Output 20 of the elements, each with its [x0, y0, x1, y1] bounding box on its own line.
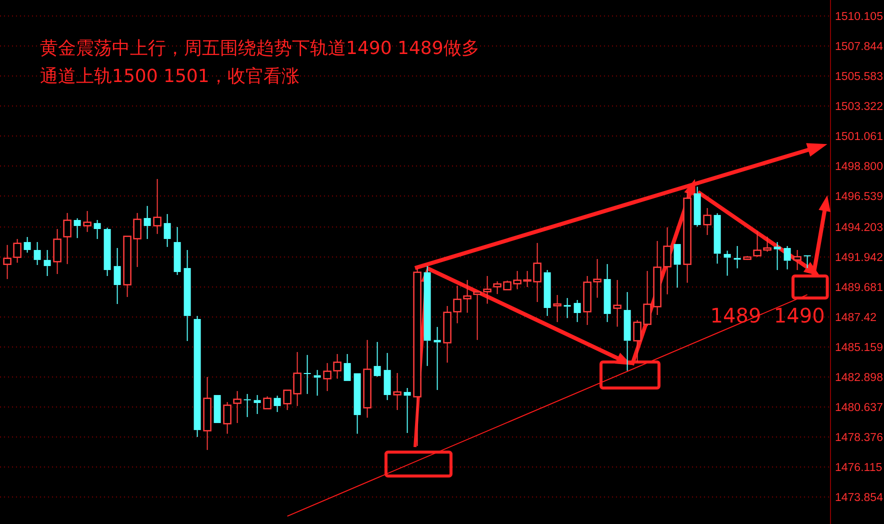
y-tick-label: 1505.583 [835, 70, 883, 83]
y-tick-label: 1485.159 [835, 342, 883, 354]
y-tick-label: 1510.105 [835, 10, 883, 23]
y-tick-label: 1496.539 [835, 191, 883, 203]
y-tick-label: 1476.115 [835, 462, 882, 474]
y-tick-label: 1498.800 [835, 160, 883, 173]
y-tick-label: 1491.942 [835, 252, 883, 264]
annotation: 1489 1490 [710, 304, 825, 328]
y-tick-label: 1501.061 [835, 130, 883, 143]
title: 黄金震荡中上行，周五围绕趋势下轨道1490 1489做多 [40, 38, 480, 59]
y-tick-label: 1473.854 [835, 492, 884, 504]
y-tick-label: 1494.203 [835, 222, 883, 234]
y-tick-label: 1487.42 [835, 312, 877, 324]
y-tick-label: 1482.898 [835, 372, 883, 384]
y-tick-label: 1503.322 [835, 100, 883, 113]
y-tick-label: 1507.844 [835, 40, 884, 53]
y-tick-label: 1480.637 [835, 402, 883, 414]
y-tick-label: 1478.376 [835, 432, 883, 444]
subtitle: 通道上轨1500 1501，收官看涨 [40, 66, 300, 87]
y-tick-label: 1489.681 [835, 282, 883, 294]
